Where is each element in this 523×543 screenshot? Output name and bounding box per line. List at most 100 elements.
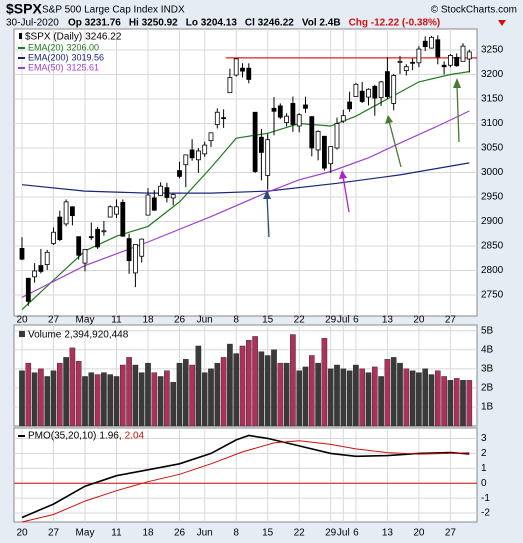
volume-bar <box>397 362 403 427</box>
candle-body <box>177 170 182 177</box>
volume-bar <box>403 368 410 427</box>
volume-bar <box>132 364 139 427</box>
x-tick-label: 20 <box>413 315 425 326</box>
legend-icon <box>19 331 25 337</box>
volume-bar <box>372 366 378 427</box>
volume-bar <box>214 362 221 427</box>
volume-bar <box>340 368 347 427</box>
y-tick-label: 3200 <box>481 69 504 80</box>
annotation-arrows <box>263 78 461 238</box>
x-tick-label: 11 <box>111 528 122 539</box>
y-tick-label: 3100 <box>481 118 504 129</box>
volume-bar <box>359 368 366 427</box>
volume-bar <box>31 372 38 427</box>
candle-body <box>277 105 283 118</box>
x-tick-label: 20 <box>16 315 28 326</box>
volume-bar <box>63 357 69 427</box>
arrow <box>266 195 270 238</box>
arrow <box>388 120 402 168</box>
volume-bar <box>321 338 328 427</box>
candle-body <box>164 187 170 198</box>
candle-body <box>25 277 31 302</box>
x-tick-label: 15 <box>262 315 274 326</box>
y-tick-label: 3B <box>481 363 494 374</box>
y-tick-label: 2750 <box>481 290 504 301</box>
volume-bar <box>50 370 57 427</box>
volume-bar <box>378 376 384 427</box>
change: Chg -12.22 (-0.38%) <box>349 18 441 29</box>
volume-bar <box>290 334 296 427</box>
candle-body <box>195 150 201 161</box>
candle-body <box>397 60 403 63</box>
volume-bar <box>101 372 107 427</box>
candle-body <box>391 75 397 104</box>
y-tick-label: 2B <box>481 383 494 394</box>
x-tick-label: 29 <box>325 315 337 326</box>
x-tick-label: 27 <box>445 315 457 326</box>
candle-body <box>126 238 132 262</box>
down-triangle <box>498 20 506 26</box>
candle-body <box>454 57 460 67</box>
y-tick-label: -2 <box>481 508 490 519</box>
candle-body <box>227 77 233 94</box>
x-tick-label: May <box>76 528 95 539</box>
candle-body <box>183 154 189 166</box>
x-tick-label: 18 <box>142 528 154 539</box>
date: 30-Jul-2020 <box>6 18 59 29</box>
volume-bar <box>151 372 158 427</box>
volume-bar <box>428 374 435 427</box>
volume-bar <box>353 364 359 427</box>
candle-body <box>290 103 296 125</box>
candle-body <box>170 194 176 199</box>
x-tick-label: 15 <box>262 528 274 539</box>
candle-body <box>435 39 441 58</box>
candle-body <box>101 230 107 233</box>
volume-bar <box>176 362 183 427</box>
legend-name: EMA(200) <box>28 52 69 62</box>
volume-bar <box>75 361 82 427</box>
candle-body <box>429 36 434 49</box>
candle-body <box>309 116 315 149</box>
volume-bar <box>453 378 460 427</box>
quote-field: Lo 3204.13 <box>186 18 238 29</box>
volume-bar <box>435 370 441 427</box>
x-tick-label: 27 <box>445 528 457 539</box>
copyright: © StockCharts.com <box>431 5 517 16</box>
y-tick-label: 2 <box>481 448 487 459</box>
y-tick-label: 4B <box>481 344 494 355</box>
volume-bar <box>447 380 454 427</box>
volume-bar <box>441 376 447 427</box>
volume-bar <box>126 357 132 427</box>
candle-body <box>441 64 447 68</box>
arrow <box>456 84 460 143</box>
volume-bar <box>264 355 271 427</box>
candle-body <box>372 85 378 99</box>
volume-bar <box>44 376 50 427</box>
volume-bar <box>277 362 284 427</box>
ema-line <box>21 162 470 194</box>
quote-field: Op 3231.76 <box>68 18 121 29</box>
x-tick-label: 13 <box>382 315 394 326</box>
candle-body <box>139 238 145 257</box>
legend-value: 1.96, <box>99 431 121 442</box>
candle-body <box>114 206 119 215</box>
x-tick-label: 27 <box>48 528 60 539</box>
candle-body <box>296 114 302 127</box>
pmo-panel <box>13 427 478 523</box>
x-tick-label: 11 <box>111 315 122 326</box>
candle-body <box>189 149 195 159</box>
candle-body <box>347 101 353 110</box>
candle-body <box>70 206 75 216</box>
candle-body <box>258 136 264 153</box>
candle-body <box>410 61 416 64</box>
volume-bar <box>170 381 177 427</box>
legend-value: 2.04 <box>125 431 145 442</box>
x-tick-label: 20 <box>16 528 28 539</box>
candle-body <box>221 117 227 120</box>
x-tick-label: Jul <box>337 528 350 539</box>
candle-body <box>214 111 220 125</box>
candle-body <box>353 83 359 97</box>
volume-bar <box>113 376 120 427</box>
x-tick-label: Jun <box>197 528 213 539</box>
